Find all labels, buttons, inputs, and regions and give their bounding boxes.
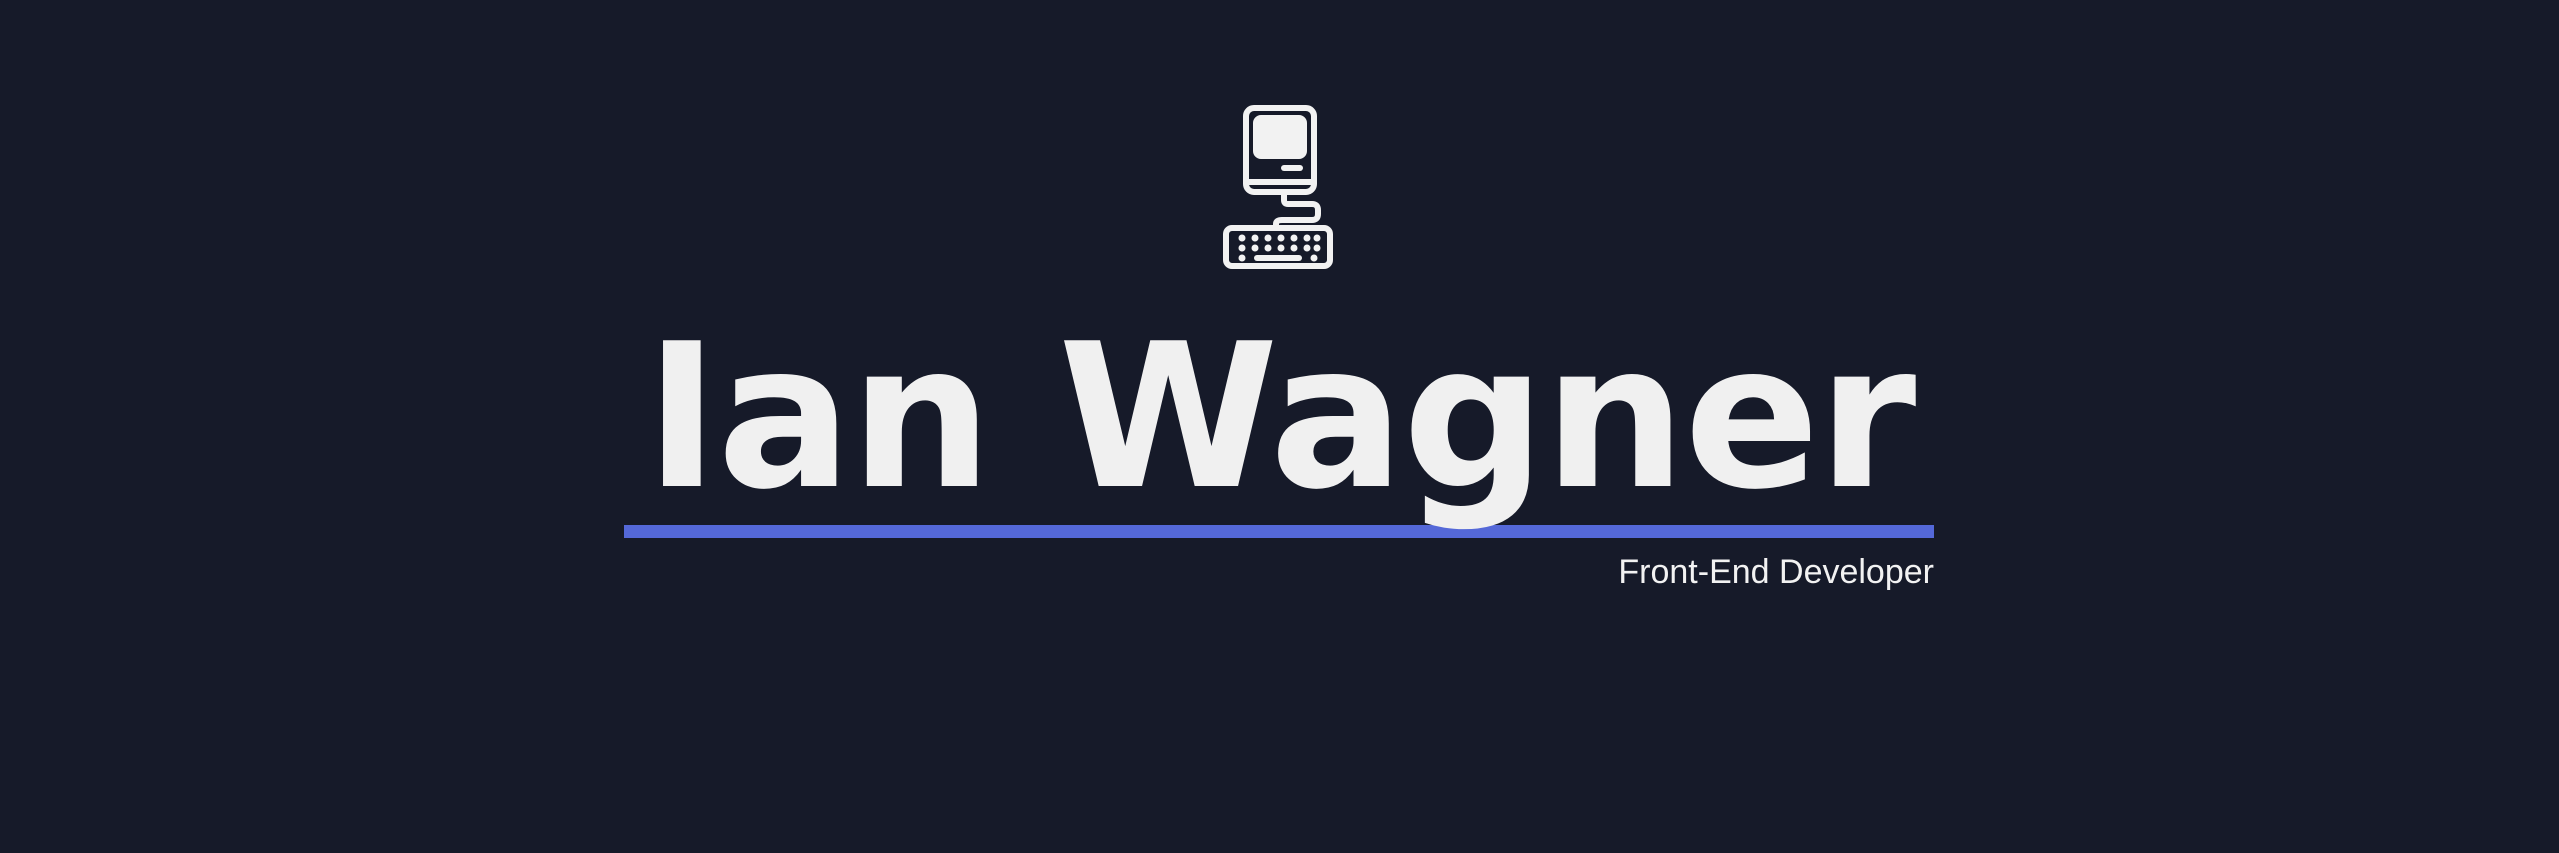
- role-subtitle: Front-End Developer: [1618, 553, 1934, 591]
- name-title: Ian Wagner: [644, 301, 1917, 534]
- retro-computer-icon: [1223, 105, 1333, 269]
- accent-underline: [624, 525, 1934, 538]
